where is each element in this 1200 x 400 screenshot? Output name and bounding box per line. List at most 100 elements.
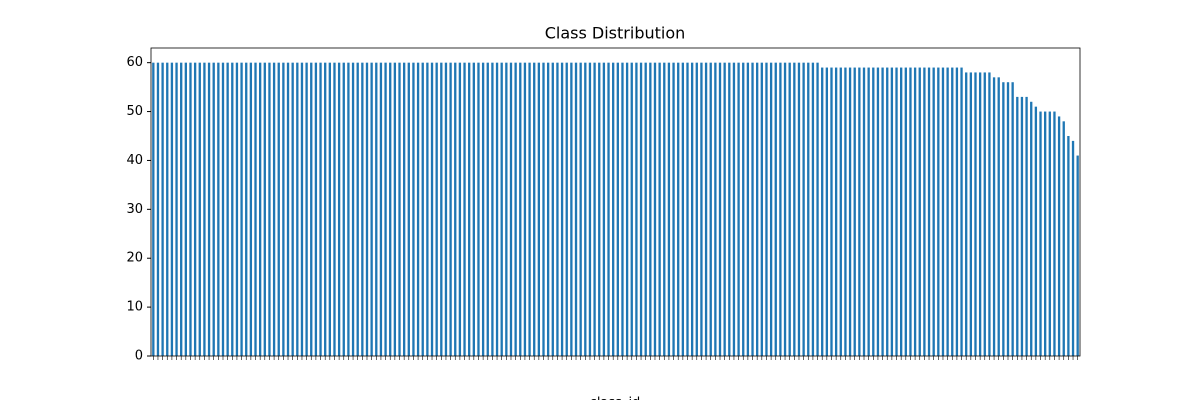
bar	[300, 62, 304, 357]
bar	[412, 62, 415, 357]
y-tick-label: 40	[126, 153, 143, 168]
bar	[932, 67, 935, 357]
x-axis-label: class_id	[590, 396, 641, 400]
bar	[523, 62, 527, 357]
bar	[834, 67, 838, 357]
bar	[365, 62, 369, 357]
bar	[621, 62, 624, 357]
bar	[667, 62, 671, 357]
bar	[1020, 96, 1024, 356]
bar	[533, 62, 536, 357]
bar	[909, 67, 912, 357]
bar	[825, 67, 829, 357]
bar	[556, 62, 559, 357]
bar	[421, 62, 424, 357]
bar	[384, 62, 387, 357]
bar	[746, 62, 750, 357]
bar	[458, 62, 462, 357]
bar	[398, 62, 401, 357]
bar	[821, 67, 824, 357]
bar	[663, 62, 666, 357]
bar	[756, 62, 759, 357]
bar	[291, 62, 294, 357]
bar	[1071, 140, 1075, 356]
bar	[602, 62, 606, 357]
bar	[937, 67, 940, 357]
y-tick-label: 60	[126, 55, 143, 70]
bar	[690, 62, 694, 357]
bar	[254, 62, 257, 357]
bar	[867, 67, 870, 357]
plot-frame	[150, 47, 1081, 357]
bar	[1067, 136, 1070, 356]
bar	[240, 62, 243, 357]
bar	[356, 62, 359, 357]
bar	[709, 62, 712, 357]
bar	[1011, 82, 1014, 356]
bar	[328, 62, 331, 357]
bar	[235, 62, 239, 357]
bar	[347, 62, 350, 357]
bar	[1053, 111, 1056, 356]
bar	[983, 72, 986, 356]
bar	[389, 62, 392, 357]
y-tick-label: 10	[126, 300, 143, 315]
bar	[435, 62, 438, 357]
bar	[393, 62, 397, 357]
bar	[1034, 106, 1038, 357]
bar	[491, 62, 494, 357]
bar	[630, 62, 633, 357]
bar	[639, 62, 643, 357]
bar	[189, 62, 192, 357]
y-tick-label: 20	[126, 251, 143, 266]
bar	[454, 62, 457, 357]
bar	[830, 67, 833, 357]
bar	[203, 62, 206, 357]
bar	[890, 67, 894, 357]
bar	[946, 67, 949, 357]
bar	[1044, 111, 1047, 356]
bar	[779, 62, 782, 357]
bar	[477, 62, 480, 357]
bar	[955, 67, 959, 357]
bar	[296, 62, 299, 357]
bar	[361, 62, 364, 357]
bar	[509, 62, 513, 357]
bar	[207, 62, 211, 357]
bar	[997, 77, 1000, 356]
bar	[742, 62, 745, 357]
bar	[714, 62, 717, 357]
bar	[732, 62, 736, 357]
bar	[681, 62, 685, 357]
bar	[245, 62, 248, 357]
bar	[468, 62, 471, 357]
bar	[978, 72, 982, 356]
bar	[379, 62, 383, 357]
bar	[769, 62, 773, 357]
bar	[872, 67, 875, 357]
bar	[839, 67, 842, 357]
bar	[231, 62, 234, 357]
bar	[156, 62, 160, 357]
bar	[268, 62, 271, 357]
y-tick-label: 30	[126, 202, 143, 217]
bar	[612, 62, 615, 357]
bar	[900, 67, 903, 357]
bar	[965, 72, 968, 356]
bar	[579, 62, 582, 357]
bar	[314, 62, 318, 357]
bar	[342, 62, 345, 357]
bar	[249, 62, 253, 357]
bar	[765, 62, 768, 357]
bar	[1016, 96, 1019, 356]
bar	[1030, 101, 1033, 357]
bar	[760, 62, 763, 357]
bar	[472, 62, 475, 357]
bar	[728, 62, 731, 357]
bar	[175, 62, 178, 357]
bar	[272, 62, 276, 357]
bar	[161, 62, 164, 357]
bar	[895, 67, 898, 357]
bar	[807, 62, 810, 357]
bar	[923, 67, 926, 357]
